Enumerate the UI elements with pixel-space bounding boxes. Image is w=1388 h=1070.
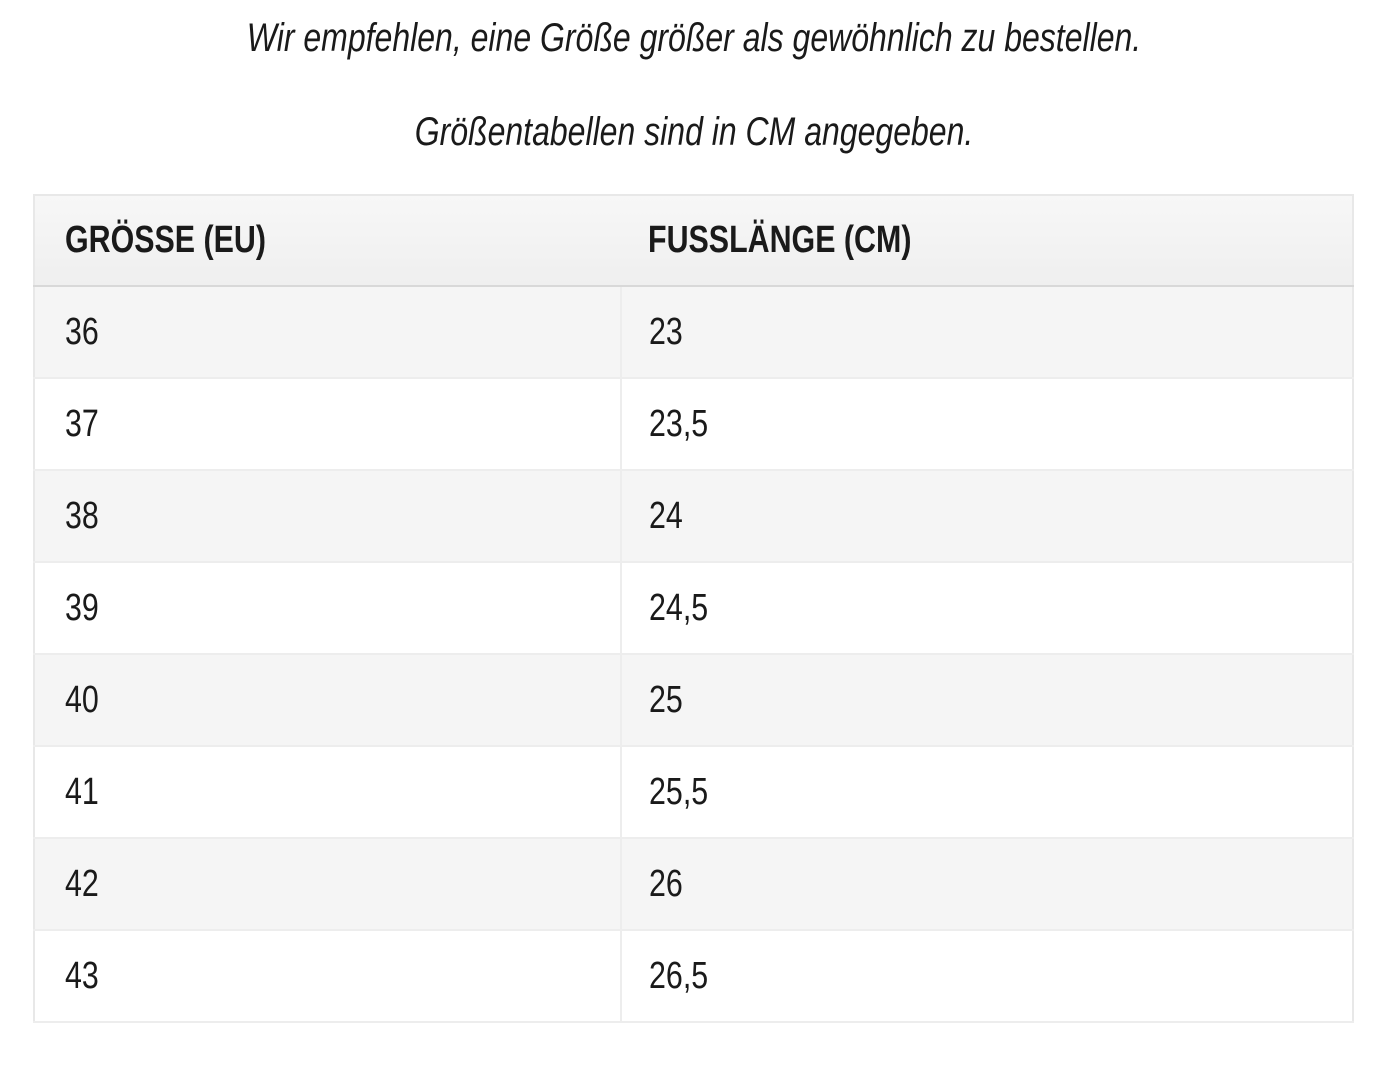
size-eu-cell: 41 bbox=[33, 746, 621, 839]
size-eu-value: 36 bbox=[65, 310, 99, 353]
table-row: 37 23,5 bbox=[33, 378, 1354, 471]
table-row: 38 24 bbox=[33, 470, 1354, 563]
foot-length-value: 26 bbox=[649, 862, 683, 905]
foot-length-cell: 25,5 bbox=[620, 746, 1354, 839]
table-row: 42 26 bbox=[33, 838, 1354, 931]
table-row: 40 25 bbox=[33, 654, 1354, 747]
size-guide-page: Wir empfehlen, eine Größe größer als gew… bbox=[0, 14, 1388, 1023]
size-eu-cell: 37 bbox=[33, 378, 621, 471]
recommendation-note: Wir empfehlen, eine Größe größer als gew… bbox=[246, 16, 1142, 60]
size-eu-header-label: GRÖSSE (EU) bbox=[65, 219, 266, 261]
foot-length-value: 25,5 bbox=[649, 770, 709, 813]
table-row: 41 25,5 bbox=[33, 746, 1354, 839]
foot-length-cell: 23,5 bbox=[620, 378, 1354, 471]
foot-length-cell: 26 bbox=[620, 838, 1354, 931]
foot-length-value: 24 bbox=[649, 494, 683, 537]
foot-length-header: FUSSLÄNGE (CM) bbox=[621, 194, 1354, 287]
table-row: 39 24,5 bbox=[33, 562, 1354, 655]
foot-length-value: 25 bbox=[649, 678, 683, 721]
foot-length-cell: 24 bbox=[620, 470, 1354, 563]
foot-length-value: 26,5 bbox=[649, 954, 709, 997]
foot-length-cell: 24,5 bbox=[620, 562, 1354, 655]
size-eu-value: 38 bbox=[65, 494, 99, 537]
foot-length-header-label: FUSSLÄNGE (CM) bbox=[648, 219, 912, 261]
size-eu-value: 42 bbox=[65, 862, 99, 905]
size-eu-value: 43 bbox=[65, 954, 99, 997]
foot-length-cell: 25 bbox=[620, 654, 1354, 747]
size-eu-cell: 38 bbox=[33, 470, 621, 563]
table-row: 43 26,5 bbox=[33, 930, 1354, 1023]
foot-length-cell: 26,5 bbox=[620, 930, 1354, 1023]
size-eu-value: 37 bbox=[65, 402, 99, 445]
size-eu-cell: 43 bbox=[33, 930, 621, 1023]
table-row: 36 23 bbox=[33, 286, 1354, 379]
size-eu-cell: 36 bbox=[33, 286, 621, 379]
foot-length-value: 23 bbox=[649, 310, 683, 353]
size-table-header: GRÖSSE (EU) FUSSLÄNGE (CM) bbox=[33, 194, 1354, 287]
size-eu-value: 39 bbox=[65, 586, 99, 629]
foot-length-value: 23,5 bbox=[649, 402, 709, 445]
foot-length-value: 24,5 bbox=[649, 586, 709, 629]
foot-length-cell: 23 bbox=[620, 286, 1354, 379]
size-table-body: 36 23 37 23,5 38 24 39 24,5 40 bbox=[33, 286, 1354, 1023]
size-eu-value: 41 bbox=[65, 770, 99, 813]
unit-note: Größentabellen sind in CM angegeben. bbox=[414, 110, 974, 154]
size-eu-value: 40 bbox=[65, 678, 99, 721]
size-eu-header: GRÖSSE (EU) bbox=[33, 194, 621, 287]
size-table-header-row: GRÖSSE (EU) FUSSLÄNGE (CM) bbox=[33, 194, 1354, 287]
size-table: GRÖSSE (EU) FUSSLÄNGE (CM) 36 23 37 23,5… bbox=[33, 194, 1354, 1023]
size-eu-cell: 39 bbox=[33, 562, 621, 655]
size-eu-cell: 42 bbox=[33, 838, 621, 931]
size-eu-cell: 40 bbox=[33, 654, 621, 747]
